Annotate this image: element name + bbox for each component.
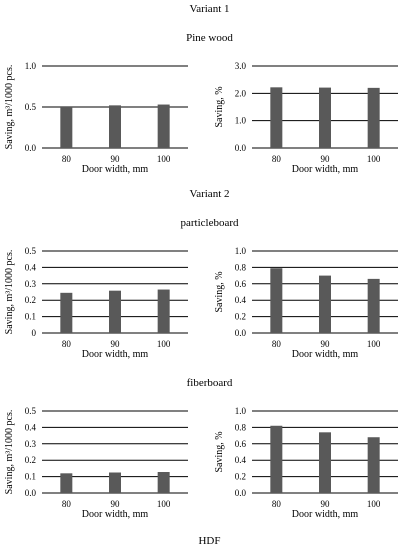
y-tick-label: 0 [32, 328, 37, 338]
y-tick-label: 0.5 [25, 406, 37, 416]
x-tick-label: 100 [157, 339, 171, 349]
y-tick-label: 0.4 [25, 422, 37, 432]
bar [270, 87, 283, 148]
chart-particleboard-absolute: 0 0.1 0.2 0.3 0.4 0.5 80 90 100 Door width, mm Sav… [4, 246, 188, 360]
y-axis-label: Saving, % [214, 86, 225, 127]
x-tick-label: 100 [367, 154, 381, 164]
bar [109, 290, 121, 333]
bar [60, 473, 73, 493]
y-tick-label: 0.0 [25, 143, 37, 153]
y-tick-label: 1.0 [235, 246, 247, 256]
y-tick-label: 1.0 [25, 61, 37, 71]
chart-fiberboard-absolute: 0.0 0.1 0.2 0.3 0.4 0.5 80 90 100 Door width, mm S… [4, 406, 188, 520]
y-axis-label: Saving, m³/1000 pcs. [4, 65, 15, 150]
bar [367, 87, 380, 148]
y-axis-label: Saving, m³/1000 pcs. [4, 250, 15, 335]
y-tick-label: 0.0 [25, 488, 37, 498]
bar [319, 432, 331, 493]
heading-fiberboard: fiberboard [186, 377, 233, 389]
y-axis-label: Saving, % [214, 271, 225, 312]
x-tick-label: 80 [62, 339, 72, 349]
x-tick-label: 80 [62, 154, 72, 164]
y-tick-label: 0.8 [235, 422, 247, 432]
y-tick-label: 0.4 [25, 262, 37, 272]
bar [109, 105, 121, 148]
bar [270, 268, 283, 333]
x-tick-label: 90 [111, 154, 121, 164]
heading-particleboard: particleboard [180, 217, 239, 229]
chart-pine-percent: 0.0 1.0 2.0 3.0 80 90 100 Door width, mm Saving,… [214, 61, 398, 175]
bar [270, 425, 283, 493]
x-tick-label: 80 [272, 154, 282, 164]
y-tick-label: 0.2 [25, 455, 36, 465]
y-tick-label: 0.0 [235, 143, 247, 153]
y-tick-label: 0.2 [25, 295, 36, 305]
x-axis-label: Door width, mm [82, 349, 149, 360]
x-tick-label: 80 [272, 499, 282, 509]
bar [367, 278, 380, 333]
bar [319, 87, 331, 148]
x-tick-label: 90 [111, 339, 121, 349]
chart-fiberboard-percent: 0.0 0.2 0.4 0.6 0.8 1.0 80 90 100 Door width, mm S… [214, 406, 398, 520]
y-tick-label: 0.6 [235, 439, 247, 449]
y-tick-label: 0.0 [235, 488, 247, 498]
y-tick-label: 0.0 [235, 328, 247, 338]
x-axis-label: Door width, mm [82, 509, 149, 520]
x-tick-label: 80 [62, 499, 72, 509]
y-tick-label: 0.2 [235, 472, 246, 482]
bar [60, 107, 73, 148]
heading-variant-1: Variant 1 [189, 3, 230, 15]
y-tick-label: 0.5 [25, 102, 37, 112]
heading-pine-wood: Pine wood [186, 32, 233, 44]
y-tick-label: 0.8 [235, 262, 247, 272]
y-tick-label: 1.0 [235, 406, 247, 416]
x-tick-label: 90 [321, 154, 331, 164]
heading-hdf: HDF [198, 535, 221, 547]
x-axis-label: Door width, mm [292, 164, 359, 175]
bar [367, 437, 380, 493]
x-tick-label: 100 [157, 154, 171, 164]
x-tick-label: 90 [321, 499, 331, 509]
x-tick-label: 90 [111, 499, 121, 509]
chart-particleboard-percent: 0.0 0.2 0.4 0.6 0.8 1.0 80 90 100 Door width, mm S… [214, 246, 398, 360]
x-tick-label: 100 [367, 339, 381, 349]
x-tick-label: 80 [272, 339, 282, 349]
x-tick-label: 90 [321, 339, 331, 349]
bar [157, 472, 170, 493]
y-tick-label: 3.0 [235, 61, 247, 71]
chart-pine-absolute: 0.0 0.5 1.0 80 90 100 Door width, mm Saving, m³… [4, 61, 188, 175]
x-axis-label: Door width, mm [82, 164, 149, 175]
heading-variant-2: Variant 2 [189, 188, 230, 200]
x-axis-label: Door width, mm [292, 349, 359, 360]
y-tick-label: 0.3 [25, 279, 37, 289]
y-tick-label: 0.4 [235, 295, 247, 305]
y-tick-label: 1.0 [235, 116, 247, 126]
bar [157, 104, 170, 148]
x-tick-label: 100 [157, 499, 171, 509]
bar [109, 472, 121, 493]
y-tick-label: 0.3 [25, 439, 37, 449]
y-axis-label: Saving, m³/1000 pcs. [4, 410, 15, 495]
bar [60, 292, 73, 333]
y-tick-label: 0.1 [25, 472, 36, 482]
x-tick-label: 100 [367, 499, 381, 509]
x-axis-label: Door width, mm [292, 509, 359, 520]
bar [157, 289, 170, 333]
bar [319, 275, 331, 333]
y-axis-label: Saving, % [214, 431, 225, 472]
y-tick-label: 0.2 [235, 312, 246, 322]
y-tick-label: 0.1 [25, 312, 36, 322]
y-tick-label: 0.6 [235, 279, 247, 289]
y-tick-label: 2.0 [235, 88, 247, 98]
y-tick-label: 0.4 [235, 455, 247, 465]
y-tick-label: 0.5 [25, 246, 37, 256]
